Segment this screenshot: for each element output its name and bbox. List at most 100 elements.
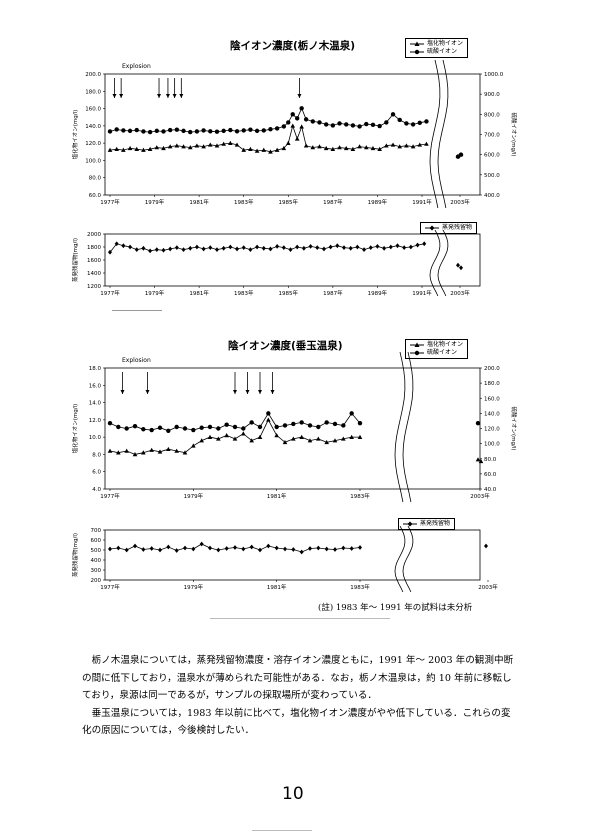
data-point xyxy=(332,438,338,443)
data-point xyxy=(168,246,173,252)
data-point xyxy=(282,439,288,445)
data-point xyxy=(330,146,336,151)
y-tick-label: 600 xyxy=(91,538,102,544)
data-point xyxy=(408,244,413,250)
y-tick-label: 180.0 xyxy=(85,89,101,95)
legend-sulfate: 硫酸イオン xyxy=(427,48,458,55)
data-point xyxy=(323,145,329,151)
data-point xyxy=(317,120,322,125)
data-point xyxy=(149,546,154,551)
plot-frame xyxy=(104,73,481,196)
paragraph: 栃ノ木温泉については，蒸発残留物濃度・溶存イオン濃度ともに，1991 年～ 20… xyxy=(82,655,514,701)
data-point xyxy=(199,541,204,547)
data-point xyxy=(307,423,313,428)
data-point xyxy=(308,243,313,249)
data-point xyxy=(114,146,119,151)
x-tick-label: 1989年 xyxy=(368,289,388,297)
y-tick-label: 140.0 xyxy=(85,124,101,130)
data-point xyxy=(121,147,126,152)
page-number: 10 xyxy=(282,784,304,804)
x-tick-label: 1985年 xyxy=(279,289,299,297)
x-tick-label: 1989年 xyxy=(368,198,388,206)
paragraph: 垂玉温泉については，1983 年以前に比べて，塩化物イオン濃度がやや低下している… xyxy=(82,707,511,737)
y-axis-label: 蒸発残留物(mg/l) xyxy=(71,238,79,282)
data-point xyxy=(424,141,429,146)
data-point xyxy=(254,148,260,153)
data-point xyxy=(248,247,253,252)
explosion-label: Explosion xyxy=(122,63,151,70)
data-point xyxy=(208,545,212,551)
explosion-label: Explosion xyxy=(122,357,151,364)
data-point xyxy=(261,147,267,152)
data-point xyxy=(335,243,340,249)
x-tick-label: 1981年 xyxy=(189,198,209,206)
data-point xyxy=(201,144,206,149)
data-point xyxy=(395,243,400,249)
y2-tick-label: 1000.0 xyxy=(484,72,504,78)
x-tick-label: 1977年 xyxy=(100,583,120,591)
legend-sulfate: 硫酸イオン xyxy=(427,349,458,356)
data-point xyxy=(390,142,396,147)
data-point xyxy=(370,145,376,151)
data-point xyxy=(157,425,163,430)
y-tick-label: 60.0 xyxy=(89,193,102,199)
data-point xyxy=(249,438,254,443)
y-tick-label: 6.0 xyxy=(92,470,101,476)
chart1-plot: 200.0 180.0 160.0 140.0 120.0 100.0 80.0 60.0 塩化… xyxy=(71,59,518,209)
data-point xyxy=(134,127,139,133)
data-point xyxy=(174,448,179,453)
data-point xyxy=(357,434,363,439)
y-tick-label: 300 xyxy=(91,568,102,574)
data-point xyxy=(341,436,346,441)
data-point xyxy=(316,545,321,551)
data-point xyxy=(149,427,154,433)
y-tick-label: 1200 xyxy=(87,284,101,290)
data-point xyxy=(181,247,186,252)
data-point xyxy=(241,426,246,431)
data-point xyxy=(384,143,389,148)
data-point xyxy=(107,129,113,134)
data-point xyxy=(132,424,138,429)
data-point xyxy=(410,122,416,127)
data-point xyxy=(154,128,159,134)
data-point xyxy=(241,147,247,152)
y-tick-label: 4.0 xyxy=(92,487,101,493)
axis-break-line xyxy=(402,352,414,503)
data-point xyxy=(377,123,382,129)
data-point xyxy=(375,243,380,249)
data-point xyxy=(174,548,179,553)
data-point xyxy=(286,120,291,125)
y2-tick-label: 180.0 xyxy=(484,381,500,387)
data-point xyxy=(324,546,329,552)
divider xyxy=(210,618,390,619)
data-point xyxy=(233,545,237,550)
data-point-2003 xyxy=(475,457,481,462)
data-point xyxy=(255,244,260,250)
chart2-plot: 2000 1800 1600 1400 1200 蒸発残留物(mg/l) 1977年 1979… xyxy=(71,230,481,297)
data-point xyxy=(299,434,304,439)
data-point xyxy=(235,246,240,252)
y-tick-label: 14.0 xyxy=(89,401,102,407)
data-point xyxy=(402,245,407,251)
y-tick-label: 8.0 xyxy=(92,452,101,458)
explosion-arrowhead xyxy=(179,94,184,98)
data-point xyxy=(134,146,140,151)
data-point xyxy=(308,546,312,551)
data-point xyxy=(275,243,280,249)
y-tick-label: 400 xyxy=(91,558,102,564)
explosion-arrowhead xyxy=(245,390,250,394)
data-point xyxy=(149,447,154,452)
data-point xyxy=(174,424,179,430)
data-point-2003 xyxy=(456,262,460,268)
axis-break-line xyxy=(429,59,441,209)
data-point xyxy=(174,127,180,132)
data-point xyxy=(384,120,389,125)
chart1-legend: 塩化物イオン 硫酸イオン xyxy=(405,38,469,58)
data-point xyxy=(283,546,287,552)
data-point xyxy=(181,128,186,134)
data-point xyxy=(191,427,196,433)
y2-tick-label: 40.0 xyxy=(484,487,497,493)
data-point xyxy=(332,421,338,427)
data-point xyxy=(108,546,112,552)
data-point xyxy=(241,128,246,133)
